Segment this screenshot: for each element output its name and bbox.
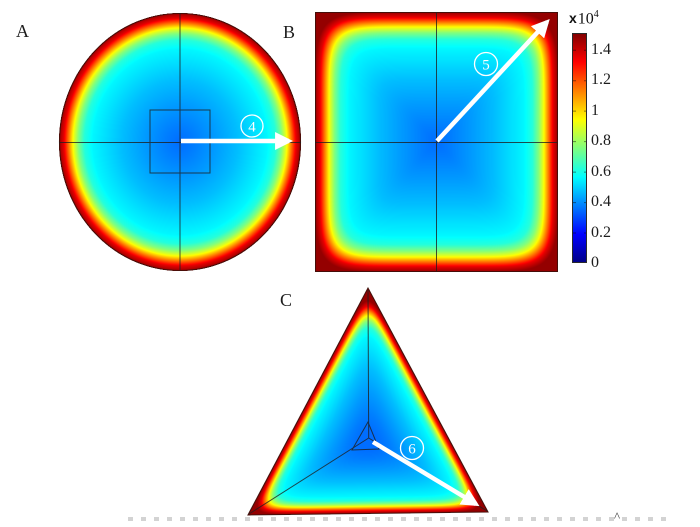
colorbar-tick-label: 1.4 [591,40,611,58]
colorbar-scale-label: x104 [569,9,599,28]
colorbar-tick-label: 0.6 [591,162,611,180]
colorbar-scale-prefix-x: x [569,10,577,27]
colorbar-tick-label: 0.2 [591,223,611,241]
clipped-caption-strip [128,517,668,521]
panel-c-label: C [280,290,293,310]
panel-a-label: A [16,21,29,41]
clipped-caption-caret: ^ [614,509,621,524]
colorbar-tick-label: 0.8 [591,132,611,150]
colorbar-scale-exponent: 4 [593,9,599,20]
panel-b-heatmap [315,12,558,272]
colorbar-tick-label: 0.4 [591,193,611,211]
colorbar-tick-label: 1 [591,101,599,119]
panel-b-label: B [283,22,296,42]
panel-a-heatmap [57,12,303,272]
panel-c-heatmap [246,286,492,518]
colorbar-tick-label: 1.2 [591,71,611,89]
colorbar [572,33,587,263]
colorbar-tick-label: 0 [591,254,599,271]
